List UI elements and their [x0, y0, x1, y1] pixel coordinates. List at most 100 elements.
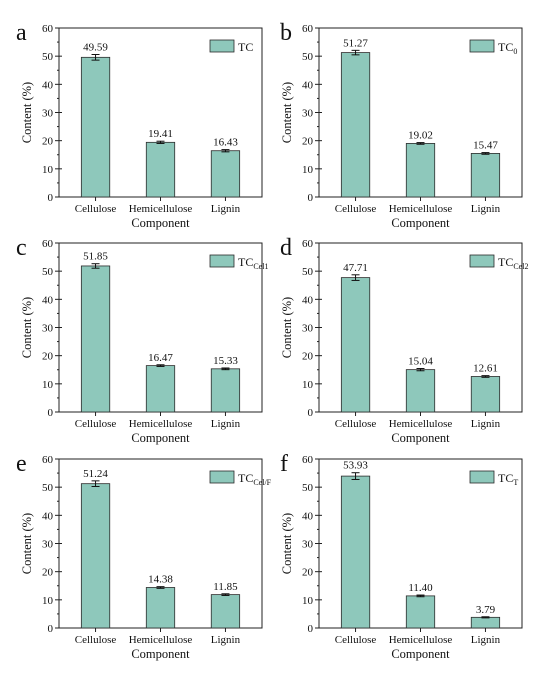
panel-letter: d: [280, 235, 292, 261]
chart-panel-c: c 0 10 20 30 40 50 60 Content (%) Component 51.85 C…: [16, 235, 268, 445]
y-tick-label: 60: [302, 238, 314, 250]
legend-label-main: TC: [238, 471, 253, 485]
y-tick-label: 40: [42, 294, 54, 306]
y-tick-label: 0: [48, 192, 54, 204]
value-label: 15.04: [408, 356, 433, 368]
y-tick-label: 60: [42, 23, 54, 35]
x-tick-label: Cellulose: [75, 634, 117, 646]
x-tick-label: Cellulose: [335, 203, 377, 215]
legend-label-sub: T: [513, 478, 518, 487]
legend-label-main: TC: [238, 255, 253, 269]
x-axis-label: Component: [391, 216, 450, 230]
y-tick-label: 50: [42, 266, 54, 278]
bar-cellulose: [340, 475, 371, 629]
value-label: 16.43: [213, 137, 238, 149]
y-tick-label: 60: [42, 454, 54, 466]
y-tick-label: 10: [42, 164, 54, 176]
bar-cellulose: [80, 483, 111, 629]
chart-panel-b: b 0 10 20 30 40 50 60 Content (%) Component 51.27 C…: [280, 20, 523, 230]
y-tick-label: 50: [42, 482, 54, 494]
value-label: 51.27: [343, 37, 368, 49]
x-tick-label: Hemicellulose: [129, 203, 193, 215]
value-label: 47.71: [343, 262, 368, 274]
panel-letter: f: [280, 451, 288, 477]
y-tick-label: 50: [302, 482, 314, 494]
legend-label-sub: Cel/F: [253, 478, 271, 487]
legend-swatch: [469, 39, 495, 53]
y-tick-label: 50: [302, 266, 314, 278]
legend-label-main: TC: [238, 40, 253, 54]
x-axis-label: Component: [391, 431, 450, 445]
y-tick-label: 60: [42, 238, 54, 250]
bar-cellulose: [80, 265, 111, 413]
value-label: 11.85: [213, 581, 238, 593]
bar-cellulose: [340, 52, 371, 198]
value-label: 14.38: [148, 574, 173, 586]
legend-label-sub: Cel1: [253, 262, 268, 271]
panel-letter: c: [16, 235, 27, 261]
x-tick-label: Hemicellulose: [389, 634, 453, 646]
panel-letter: e: [16, 451, 27, 477]
legend-swatch: [209, 254, 235, 268]
legend-swatch: [469, 254, 495, 268]
value-label: 12.61: [473, 363, 498, 375]
legend-label-main: TC: [498, 471, 513, 485]
y-tick-label: 30: [42, 539, 54, 551]
bar-lignin: [210, 368, 241, 413]
legend-label: TCCel1: [238, 255, 268, 271]
bar-lignin: [210, 594, 241, 629]
legend-label-main: TC: [498, 255, 513, 269]
legend: TCT: [469, 470, 518, 487]
y-tick-label: 40: [42, 79, 54, 91]
y-axis-label: Content (%): [280, 513, 294, 574]
bar-hemicellulose: [145, 365, 176, 413]
y-tick-label: 0: [308, 407, 314, 419]
y-tick-label: 0: [48, 407, 54, 419]
x-tick-label: Cellulose: [335, 418, 377, 430]
bar-lignin: [470, 153, 501, 198]
y-tick-label: 30: [42, 108, 54, 120]
y-tick-label: 40: [302, 510, 314, 522]
y-tick-label: 0: [48, 623, 54, 635]
x-tick-label: Hemicellulose: [129, 634, 193, 646]
y-tick-label: 20: [42, 351, 54, 363]
value-label: 51.24: [83, 468, 108, 480]
y-axis-label: Content (%): [280, 297, 294, 358]
y-tick-label: 10: [302, 379, 314, 391]
y-tick-label: 10: [302, 595, 314, 607]
x-tick-label: Lignin: [471, 634, 501, 646]
x-axis-label: Component: [131, 216, 190, 230]
legend: TCCel/F: [209, 470, 272, 487]
y-axis-label: Content (%): [20, 297, 34, 358]
panel-letter: b: [280, 20, 292, 46]
x-tick-label: Cellulose: [75, 418, 117, 430]
legend-swatch: [469, 470, 495, 484]
x-tick-label: Lignin: [211, 418, 241, 430]
y-tick-label: 30: [302, 539, 314, 551]
legend-label: TC0: [498, 40, 517, 56]
y-tick-label: 30: [302, 108, 314, 120]
y-axis-label: Content (%): [20, 513, 34, 574]
bar-hemicellulose: [145, 141, 176, 198]
bar-cellulose: [340, 277, 371, 413]
value-label: 51.85: [83, 251, 108, 263]
y-tick-label: 20: [302, 351, 314, 363]
x-axis-label: Component: [131, 431, 190, 445]
legend-swatch: [209, 39, 235, 53]
value-label: 53.93: [343, 460, 368, 472]
y-tick-label: 20: [42, 136, 54, 148]
legend: TC0: [469, 39, 517, 56]
y-tick-label: 10: [302, 164, 314, 176]
bar-lignin: [470, 616, 501, 629]
legend-label: TCCel/F: [238, 471, 272, 487]
x-tick-label: Hemicellulose: [129, 418, 193, 430]
value-label: 19.41: [148, 128, 173, 140]
y-axis-label: Content (%): [280, 82, 294, 143]
value-label: 3.79: [476, 604, 496, 616]
y-tick-label: 10: [42, 379, 54, 391]
panel-letter: a: [16, 20, 27, 46]
bar-lignin: [470, 376, 501, 413]
x-tick-label: Lignin: [211, 634, 241, 646]
legend-swatch: [209, 470, 235, 484]
x-tick-label: Lignin: [211, 203, 241, 215]
